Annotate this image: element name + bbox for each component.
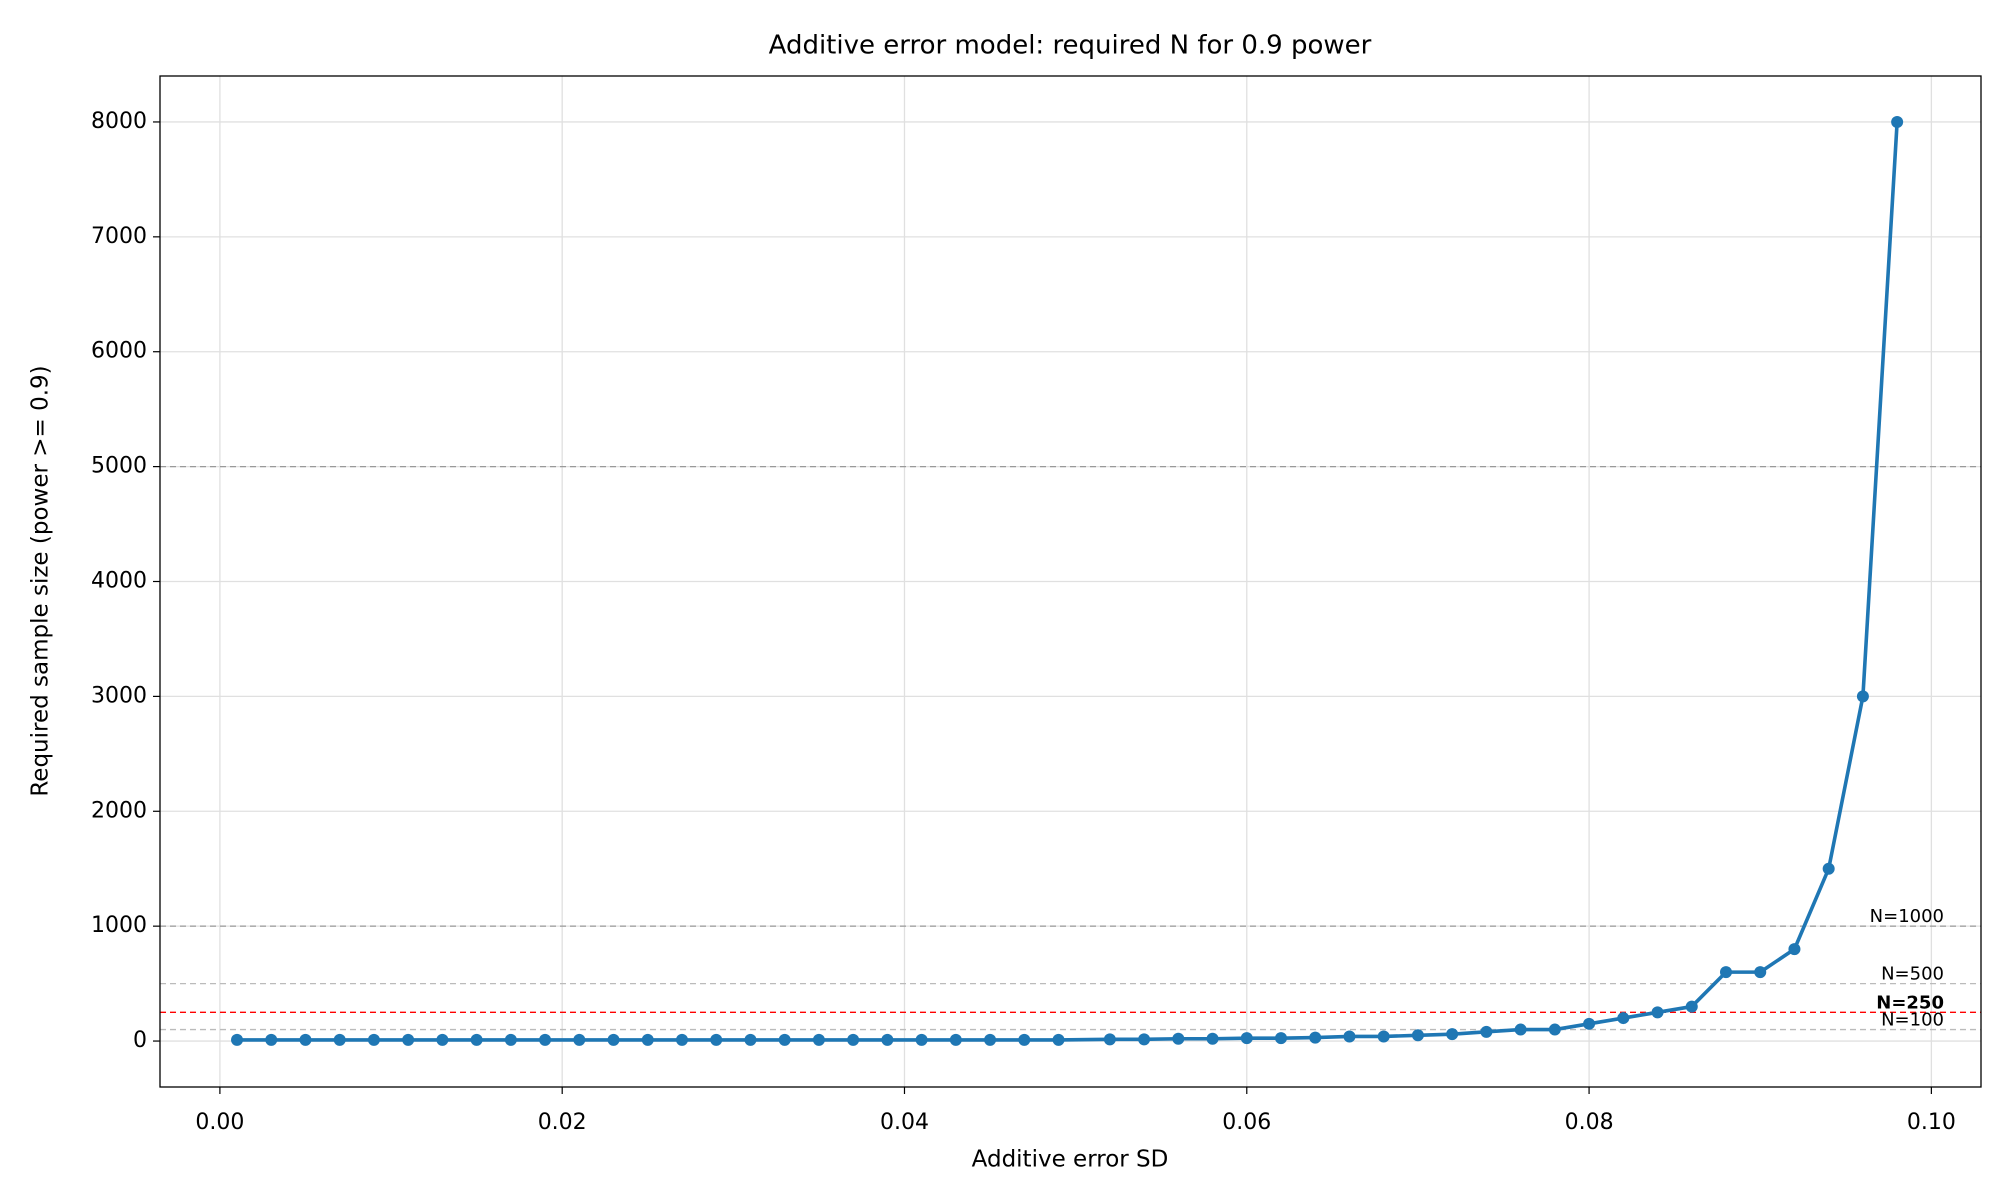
data-point <box>881 1033 894 1046</box>
y-tick-label: 4000 <box>91 569 147 594</box>
y-tick-label: 3000 <box>91 683 147 708</box>
data-point <box>1138 1033 1151 1046</box>
x-tick-label: 0.10 <box>1907 1110 1956 1135</box>
data-point <box>1052 1033 1065 1046</box>
data-point <box>1206 1032 1219 1045</box>
data-point <box>504 1033 517 1046</box>
data-point <box>1617 1012 1630 1025</box>
data-point <box>470 1033 483 1046</box>
data-point <box>1240 1032 1253 1045</box>
data-point <box>1172 1032 1185 1045</box>
data-point <box>1018 1033 1031 1046</box>
data-point <box>1309 1031 1322 1044</box>
data-point <box>1103 1033 1116 1046</box>
x-tick-label: 0.08 <box>1565 1110 1614 1135</box>
data-point <box>1891 115 1904 128</box>
data-point <box>1275 1032 1288 1045</box>
data-point <box>607 1033 620 1046</box>
data-point <box>333 1033 346 1046</box>
data-point <box>778 1033 791 1046</box>
x-tick-label: 0.06 <box>1222 1110 1271 1135</box>
y-tick-label: 0 <box>133 1028 147 1053</box>
data-point <box>710 1033 723 1046</box>
chart-title: Additive error model: required N for 0.9… <box>769 31 1372 61</box>
x-axis-label: Additive error SD <box>972 1147 1169 1173</box>
data-point <box>539 1033 552 1046</box>
data-point <box>436 1033 449 1046</box>
data-point <box>1719 966 1732 979</box>
y-tick-label: 7000 <box>91 224 147 249</box>
data-point <box>1583 1017 1596 1030</box>
reference-label: N=250 <box>1876 992 1944 1013</box>
data-point <box>1480 1025 1493 1038</box>
plot-frame <box>159 75 1982 1088</box>
data-point <box>1377 1030 1390 1043</box>
reference-label: N=1000 <box>1870 906 1944 927</box>
y-axis-label: Required sample size (power >= 0.9) <box>28 365 54 796</box>
data-point <box>1343 1030 1356 1043</box>
data-point <box>949 1033 962 1046</box>
data-point <box>984 1033 997 1046</box>
data-point <box>744 1033 757 1046</box>
y-tick-label: 8000 <box>91 109 147 134</box>
x-tick-label: 0.04 <box>880 1110 929 1135</box>
data-point <box>915 1033 928 1046</box>
data-point <box>1822 862 1835 875</box>
y-tick-label: 2000 <box>91 798 147 823</box>
data-point <box>1548 1023 1561 1036</box>
x-tick-label: 0.00 <box>195 1110 244 1135</box>
data-point <box>231 1033 244 1046</box>
reference-label: N=500 <box>1881 964 1944 985</box>
data-point <box>1651 1006 1664 1019</box>
data-point <box>299 1033 312 1046</box>
y-tick-label: 5000 <box>91 454 147 479</box>
data-point <box>1754 966 1767 979</box>
data-point <box>1514 1023 1527 1036</box>
data-point <box>641 1033 654 1046</box>
data-point <box>367 1033 380 1046</box>
data-point <box>573 1033 586 1046</box>
y-tick-label: 6000 <box>91 339 147 364</box>
data-point <box>265 1033 278 1046</box>
data-point <box>1856 690 1869 703</box>
data-point <box>675 1033 688 1046</box>
x-tick-label: 0.02 <box>538 1110 587 1135</box>
reference-label: N=100 <box>1881 1010 1944 1031</box>
data-point <box>1446 1028 1459 1041</box>
data-point <box>1685 1000 1698 1013</box>
data-point <box>812 1033 825 1046</box>
data-point <box>402 1033 415 1046</box>
y-tick-label: 1000 <box>91 913 147 938</box>
data-point <box>1788 943 1801 956</box>
data-point <box>1411 1029 1424 1042</box>
data-point <box>847 1033 860 1046</box>
